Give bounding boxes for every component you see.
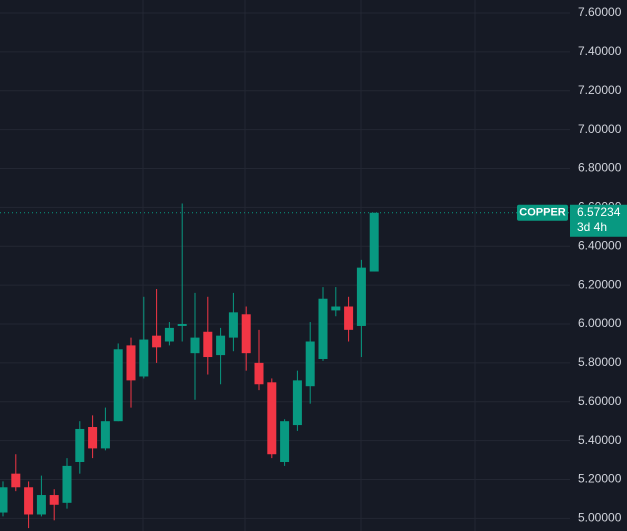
candle-body <box>24 487 34 515</box>
y-tick-label: 7.60000 <box>578 5 622 19</box>
candle-body <box>216 335 226 356</box>
y-tick-label: 5.00000 <box>578 511 622 525</box>
candle-body <box>292 380 302 426</box>
y-tick-label: 6.00000 <box>578 316 622 330</box>
candle-body <box>241 314 251 354</box>
candle-body <box>11 473 21 488</box>
candle-body <box>267 382 277 455</box>
candle-body <box>228 312 238 338</box>
candle-body <box>369 212 379 272</box>
candle-body <box>88 427 98 449</box>
candle-body <box>62 465 72 503</box>
y-tick-label: 5.20000 <box>578 472 622 486</box>
grid <box>0 12 570 519</box>
y-tick-label: 5.60000 <box>578 394 622 408</box>
y-tick-label: 6.20000 <box>578 277 622 291</box>
y-tick-label: 5.80000 <box>578 355 622 369</box>
y-tick-label: 7.00000 <box>578 122 622 136</box>
symbol-label: COPPER <box>519 207 566 219</box>
y-tick-label: 7.40000 <box>578 44 622 58</box>
candle-body <box>0 487 8 513</box>
countdown-label: 3d 4h <box>577 220 607 234</box>
candle-body <box>177 324 187 326</box>
candle-body <box>75 428 85 463</box>
candle-body <box>305 341 315 387</box>
candle-body <box>164 327 174 342</box>
candle-body <box>280 421 290 463</box>
symbol-box <box>517 204 568 221</box>
candle-body <box>344 306 354 330</box>
price-box <box>570 204 627 237</box>
candle-body <box>113 349 123 422</box>
candles <box>0 203 570 529</box>
y-tick-label: 6.80000 <box>578 161 622 175</box>
candle-body <box>190 337 200 354</box>
y-tick-label: 7.20000 <box>578 83 622 97</box>
y-tick-label: 6.40000 <box>578 238 622 252</box>
candle-body <box>126 345 136 381</box>
price-label: 6.57234 <box>577 205 621 219</box>
candle-body <box>318 298 328 359</box>
candle-body <box>36 495 46 515</box>
candle-body <box>203 331 213 358</box>
candle-body <box>356 267 366 326</box>
candle-body <box>100 421 110 449</box>
labels: 5.00000 5.20000 5.40000 5.60000 5.80000 6.000… <box>517 5 627 525</box>
candle-body <box>49 495 59 505</box>
candle-body <box>139 339 149 377</box>
candle-body <box>254 362 264 385</box>
candle-body <box>152 335 162 348</box>
y-tick-label: 5.40000 <box>578 433 622 447</box>
candle-body <box>331 306 341 311</box>
